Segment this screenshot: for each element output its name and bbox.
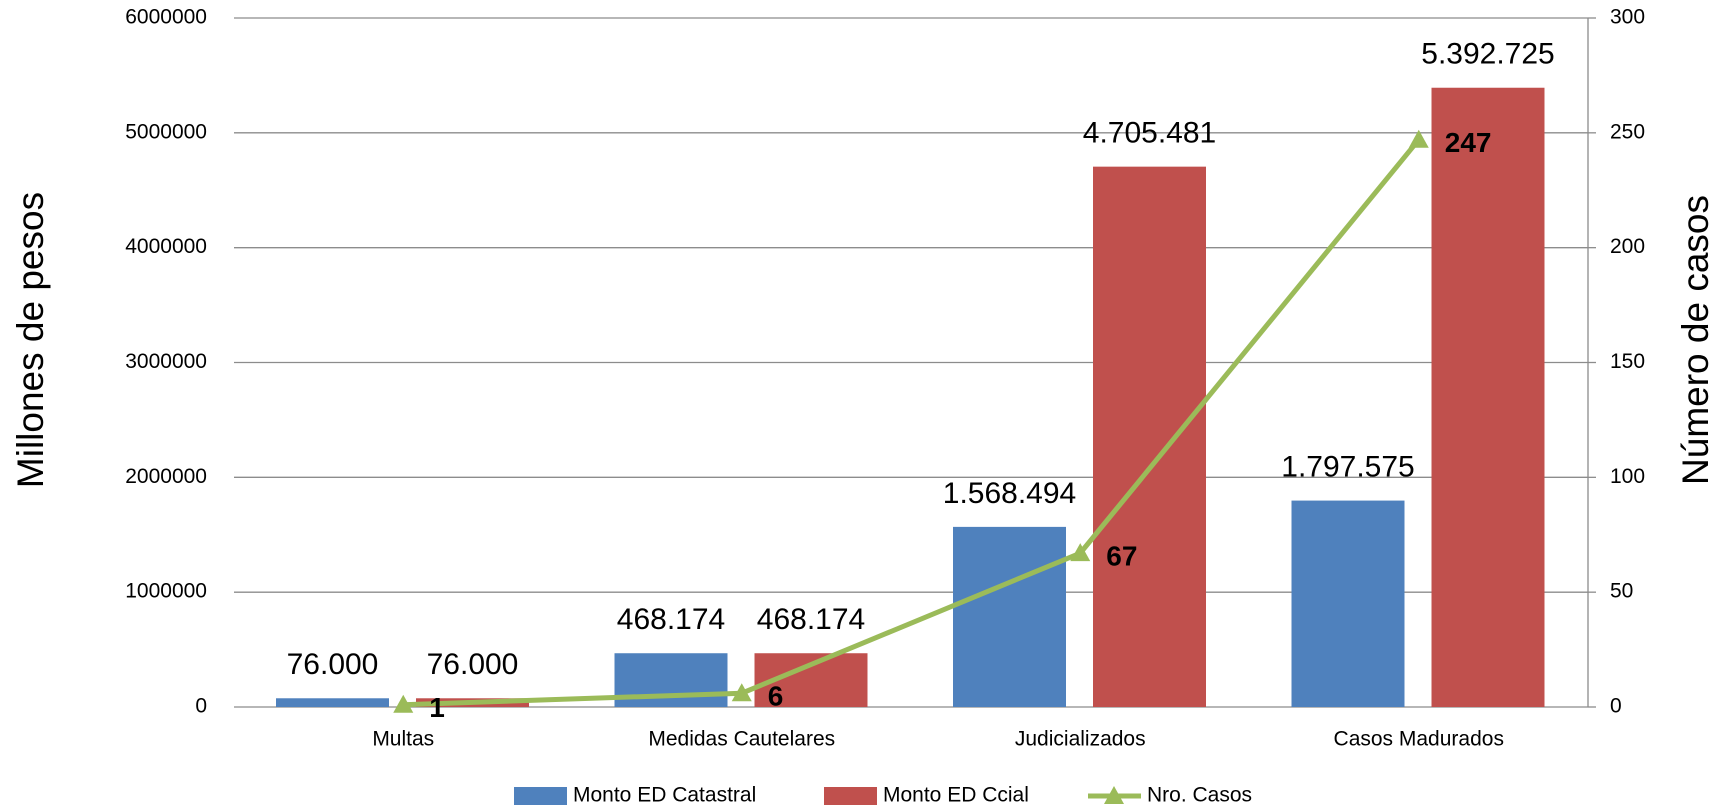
y-tick-label: 6000000 [125,6,207,29]
bar [1093,166,1206,707]
data-label: 76.000 [427,648,519,681]
y2-tick-label: 0 [1610,695,1622,718]
legend-label: Monto ED Ccial [883,784,1029,807]
y-tick-label: 0 [195,695,207,718]
data-label: 247 [1445,127,1492,158]
x-tick-label: Judicializados [1015,728,1146,751]
y2-tick-label: 50 [1610,580,1633,603]
line-marker [393,694,414,713]
data-label: 6 [768,681,784,712]
bar [1431,87,1545,707]
x-tick-label: Multas [372,728,434,751]
y-tick-label: 2000000 [125,465,207,488]
line-marker [731,683,752,702]
legend-label: Nro. Casos [1147,784,1252,807]
y-tick-label: 3000000 [125,350,207,373]
bar [1291,500,1405,707]
bar [276,698,389,707]
data-label: 468.174 [757,603,865,636]
y2-tick-label: 300 [1610,6,1645,29]
y-tick-label: 1000000 [125,580,207,603]
data-label: 67 [1106,541,1137,572]
legend-swatch [514,787,567,805]
data-label: 1.797.575 [1281,451,1414,484]
data-label: 468.174 [617,603,725,636]
y-axis-title: Millones de pesos [10,192,51,488]
data-label: 1 [429,692,445,723]
bar [953,526,1066,707]
y2-tick-label: 150 [1610,350,1645,373]
data-label: 76.000 [287,648,379,681]
data-label: 4.705.481 [1083,117,1216,150]
line [403,138,1421,708]
x-tick-label: Casos Madurados [1334,728,1504,751]
legend-swatch [824,787,877,805]
x-tick-label: Medidas Cautelares [648,728,835,751]
data-label: 1.568.494 [943,477,1076,510]
y2-tick-label: 250 [1610,120,1645,143]
line-marker [1408,129,1429,148]
y-tick-label: 5000000 [125,120,207,143]
y2-tick-label: 200 [1610,235,1645,258]
data-label: 5.392.725 [1421,38,1554,71]
line-marker [1070,543,1091,562]
legend-swatch [1104,786,1124,804]
y2-axis-title: Número de casos [1675,195,1716,485]
y2-tick-label: 100 [1610,465,1645,488]
y-tick-label: 4000000 [125,235,207,258]
legend-label: Monto ED Catastral [573,784,756,807]
